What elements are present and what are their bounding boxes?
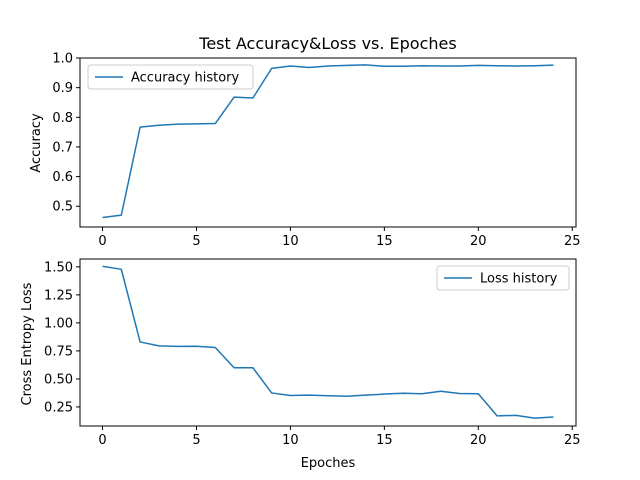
accuracy-plot: Test Accuracy&Loss vs. Epoches Accuracy … (29, 34, 581, 249)
y-tick-label: 0.50 (44, 372, 73, 387)
y-axis-label: Cross Entropy Loss (20, 282, 35, 405)
legend-label: Loss history (480, 272, 558, 287)
x-tick-label: 5 (192, 234, 200, 249)
y-tick-label: 1.50 (44, 260, 73, 275)
y-tick-label: 0.5 (52, 200, 73, 215)
y-tick-label: 1.00 (44, 316, 73, 331)
x-tick-label: 20 (470, 234, 487, 249)
y-tick-label: 0.8 (52, 111, 73, 126)
x-tick-label: 10 (282, 234, 299, 249)
x-tick-label: 20 (470, 433, 487, 448)
plot-frame (79, 258, 577, 427)
y-tick-label: 0.7 (52, 140, 73, 155)
legend-label: Accuracy history (131, 71, 240, 86)
y-axis-label: Accuracy (29, 113, 44, 173)
x-tick-label: 25 (564, 234, 581, 249)
x-tick-label: 15 (376, 433, 393, 448)
x-tick-label: 0 (98, 234, 106, 249)
series-line (102, 64, 554, 219)
y-tick-label: 1.25 (44, 288, 73, 303)
series-group (102, 64, 554, 219)
x-tick-label: 10 (282, 433, 299, 448)
y-tick-label: 1.0 (52, 52, 73, 67)
series-group (102, 265, 554, 419)
legend: Loss history (436, 265, 570, 291)
y-tick-label: 0.75 (44, 344, 73, 359)
x-axis-label: Epoches (301, 456, 356, 471)
chart-title: Test Accuracy&Loss vs. Epoches (198, 34, 456, 53)
x-tick-label: 5 (192, 433, 200, 448)
loss-plot: Cross Entropy Loss Epoches 0 5 10 15 20 25 0.2… (20, 258, 581, 471)
y-tick-label: 0.6 (52, 170, 73, 185)
legend-box (436, 265, 570, 291)
plot-frame (79, 57, 577, 228)
x-tick-label: 25 (564, 433, 581, 448)
x-tick-label: 15 (376, 234, 393, 249)
x-tick-label: 0 (98, 433, 106, 448)
tick-group: 0 5 10 15 20 25 0.25 0.50 0.75 1.00 1.25 1.50 (44, 260, 580, 448)
legend-box (87, 64, 254, 90)
series-line (102, 265, 554, 419)
legend: Accuracy history (87, 64, 254, 90)
tick-group: 0 5 10 15 20 25 0.5 0.6 0.7 0.8 0.9 1.0 (52, 52, 580, 250)
y-tick-label: 0.25 (44, 400, 73, 415)
y-tick-label: 0.9 (52, 81, 73, 96)
